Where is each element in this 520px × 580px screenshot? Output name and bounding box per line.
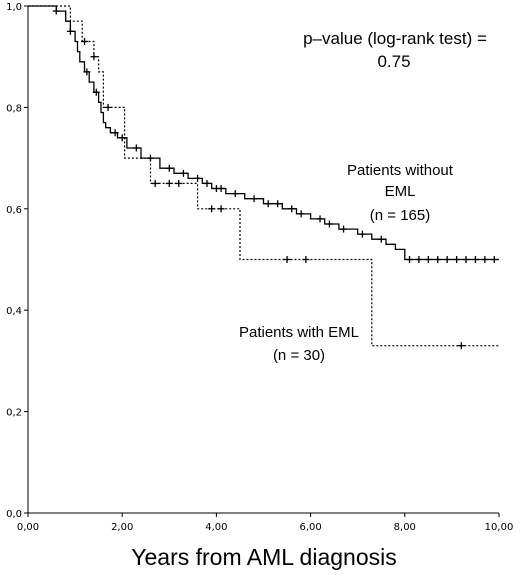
censor-mark-without <box>297 210 305 218</box>
censor-mark-with <box>302 256 310 263</box>
censor-mark-with <box>283 256 291 263</box>
censor-mark-without <box>340 225 348 233</box>
censor-mark-without <box>231 190 239 198</box>
x-tick-label: 0,00 <box>17 522 39 533</box>
censor-mark-without <box>52 7 60 15</box>
censor-mark-without <box>132 144 140 152</box>
censor-mark-without <box>264 200 272 208</box>
censor-mark-without <box>111 129 119 137</box>
y-tick-label: 0,2 <box>6 408 22 419</box>
censor-mark-without <box>83 68 91 76</box>
with-label-line2: (n = 30) <box>273 347 325 364</box>
censor-mark-without <box>415 256 423 263</box>
y-tick-label: 0,6 <box>6 205 22 216</box>
censor-mark-without <box>490 256 498 263</box>
censor-mark-without <box>288 205 296 213</box>
censor-mark-without <box>406 256 414 263</box>
censor-mark-without <box>250 195 258 203</box>
censor-mark-without <box>316 215 324 223</box>
censor-mark-without <box>92 88 100 96</box>
censor-mark-without <box>325 220 333 228</box>
without-label-line1: Patients without <box>347 162 454 179</box>
censor-mark-with <box>208 205 216 213</box>
x-axis-label: Years from AML diagnosis <box>131 544 397 570</box>
censor-mark-without <box>274 200 282 208</box>
x-tick-label: 8,00 <box>394 522 416 533</box>
x-tick-label: 4,00 <box>205 522 227 533</box>
censor-mark-with <box>90 53 98 61</box>
censor-marks <box>52 7 498 350</box>
censor-mark-with <box>151 179 159 187</box>
censor-mark-without <box>434 256 442 263</box>
censor-mark-with <box>175 179 183 187</box>
censor-mark-without <box>118 134 126 142</box>
censor-mark-with <box>104 103 112 111</box>
censor-mark-without <box>453 256 461 263</box>
censor-mark-with <box>165 179 173 187</box>
censor-mark-without <box>165 164 173 172</box>
censor-mark-without <box>471 256 479 263</box>
with-label-line1: Patients with EML <box>239 324 359 341</box>
without-label-line3: (n = 165) <box>370 207 430 224</box>
censor-mark-without <box>179 169 187 177</box>
censor-mark-without <box>217 185 225 193</box>
censor-mark-with <box>81 37 89 45</box>
censor-mark-without <box>424 256 432 263</box>
y-tick-label: 0,8 <box>6 103 22 114</box>
censor-mark-without <box>194 174 202 182</box>
x-tick-label: 6,00 <box>299 522 321 533</box>
censor-mark-without <box>66 27 74 35</box>
censor-mark-without <box>377 235 385 243</box>
y-tick-label: 1,0 <box>6 2 22 13</box>
censor-mark-with <box>217 205 225 213</box>
tick-labels: 0,0 0,2 0,4 0,6 0,8 1,0 0,00 2,00 4,00 6,00 8,00 10… <box>6 2 513 533</box>
censor-mark-without <box>443 256 451 263</box>
without-label-line2: EML <box>385 183 416 200</box>
y-tick-label: 0,4 <box>6 306 22 317</box>
censor-mark-without <box>203 179 211 187</box>
censor-mark-without <box>462 256 470 263</box>
censor-mark-without <box>146 154 154 162</box>
y-tick-label: 0,0 <box>6 509 22 520</box>
censor-mark-without <box>358 230 366 238</box>
x-tick-label: 10,00 <box>485 522 514 533</box>
pvalue-line1: p–value (log-rank test) = <box>303 29 487 48</box>
censor-mark-without <box>481 256 489 263</box>
x-tick-label: 2,00 <box>111 522 133 533</box>
axes <box>27 6 499 514</box>
pvalue-line2: 0.75 <box>377 52 410 71</box>
censor-mark-with <box>457 342 465 350</box>
without-eml-curve <box>28 5 499 261</box>
